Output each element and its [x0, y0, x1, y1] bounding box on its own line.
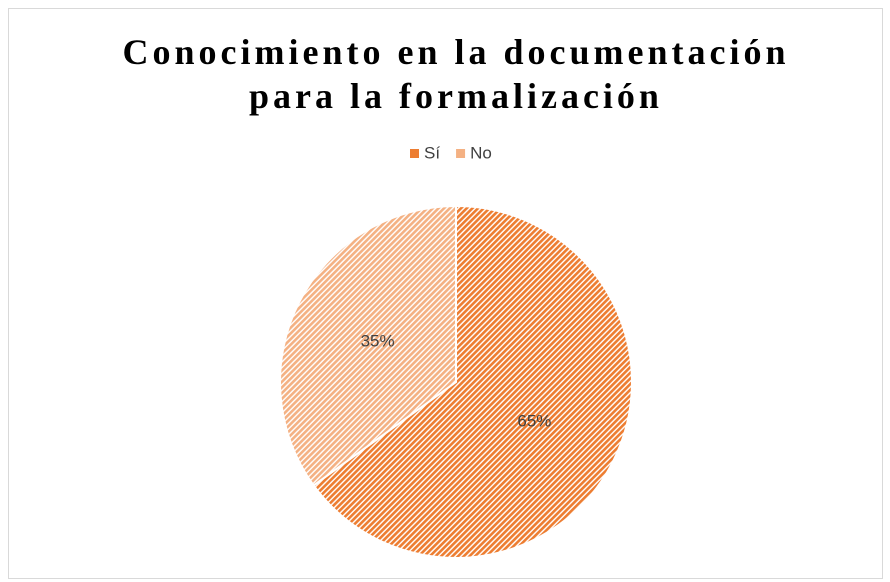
chart-title: Conocimiento en la documentación para la… — [122, 32, 790, 116]
legend-label: Sí — [424, 143, 440, 162]
data-label: 35% — [361, 332, 395, 351]
legend-swatch — [410, 149, 419, 158]
pie-slice — [312, 204, 633, 559]
chart-title-box: Conocimiento en la documentación para la… — [0, 30, 890, 118]
pie-slice — [279, 204, 457, 487]
legend-swatch — [456, 149, 466, 158]
chart-border — [8, 8, 883, 579]
data-label: 65% — [517, 411, 551, 430]
legend-label: No — [470, 143, 492, 162]
